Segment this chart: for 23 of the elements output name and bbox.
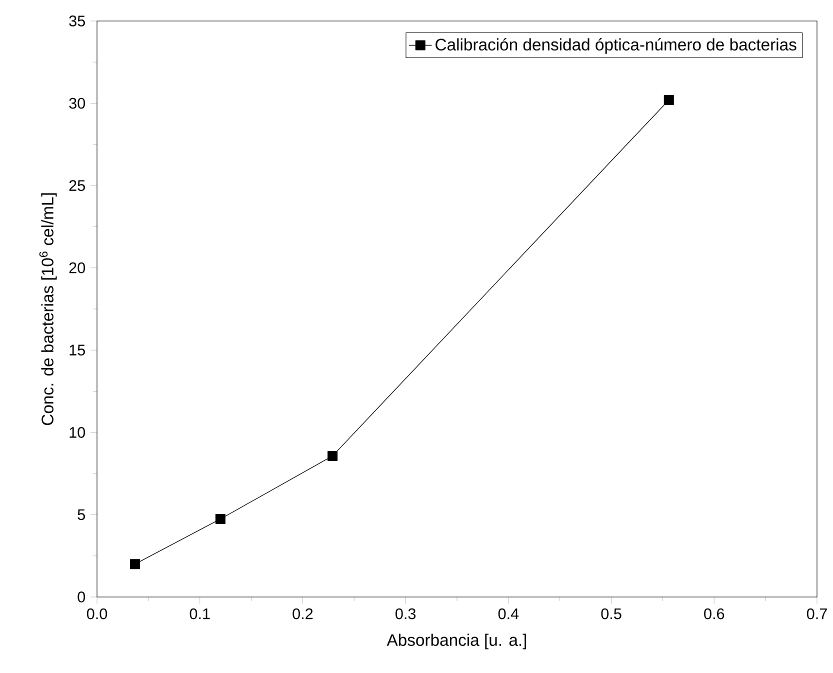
x-tick-label: 0.7 — [806, 608, 827, 620]
point — [130, 559, 140, 570]
y-tick-label: 25 — [69, 180, 85, 191]
y-tick-label: 30 — [69, 98, 86, 109]
point — [328, 450, 338, 461]
x-tick-label: 0.6 — [704, 608, 724, 620]
y-axis-title: Conc. de bacterias [10$^{6}$ cel/mL] — [39, 193, 57, 426]
legend-label: Calibración densidad óptica-número de bacterias — [436, 38, 796, 54]
y-tick-label: 0 — [78, 592, 86, 602]
x-tick-label: 0.5 — [601, 608, 622, 620]
x-axis-title: Absorbancia [u. a.] — [386, 634, 526, 650]
point — [664, 94, 674, 105]
y-tick-label: 5 — [78, 509, 85, 520]
x-tick-label: 0.0 — [86, 608, 108, 620]
y-tick-label: 20 — [69, 262, 86, 274]
x-tick-label: 0.4 — [498, 608, 519, 620]
x-tick-label: 0.3 — [396, 608, 416, 620]
x-tick-label: 0.2 — [292, 608, 313, 620]
y-tick-label: 15 — [70, 344, 85, 356]
point — [215, 514, 226, 524]
y-tick-label: 10 — [70, 426, 86, 438]
y-tick-label: 35 — [69, 16, 85, 26]
x-tick-label: 0.1 — [190, 608, 210, 620]
